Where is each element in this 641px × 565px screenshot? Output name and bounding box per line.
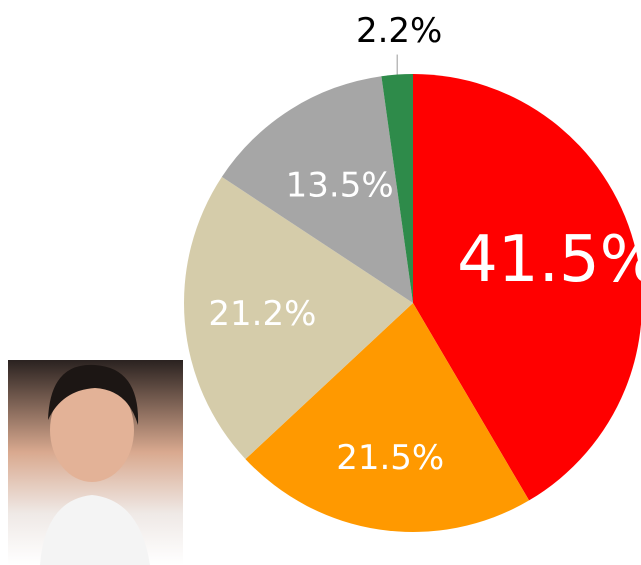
data-label: 41.5% <box>457 223 641 297</box>
pie: 41.5% 21.5% 21.2% 13.5% 2.2% <box>184 11 641 532</box>
chart: 41.5% 21.5% 21.2% 13.5% 2.2% <box>0 0 641 565</box>
data-label: 2.2% <box>356 11 442 51</box>
photo <box>8 360 183 565</box>
data-label: 21.5% <box>336 438 444 478</box>
data-label: 13.5% <box>286 165 394 205</box>
data-label: 21.2% <box>208 294 316 334</box>
